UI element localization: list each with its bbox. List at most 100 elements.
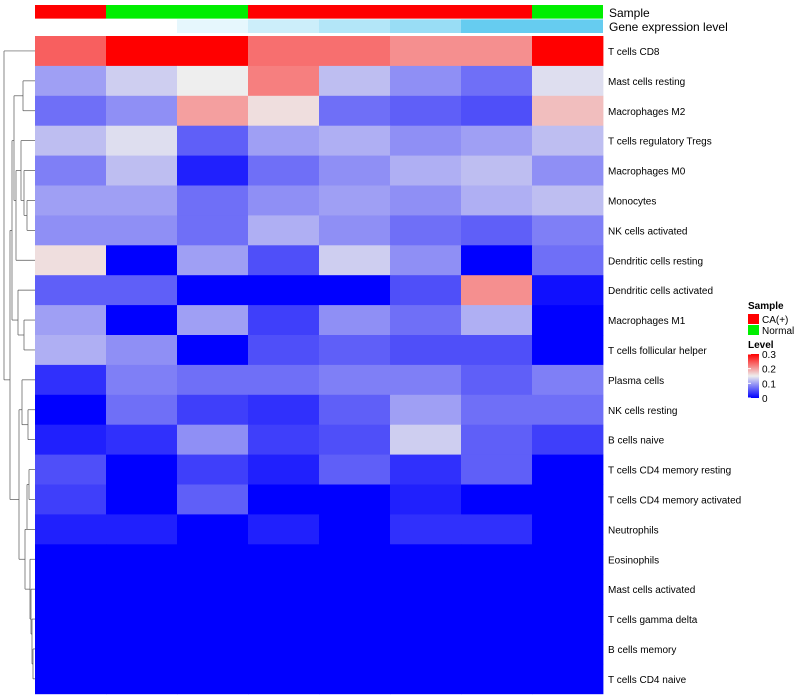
heatmap-cell [390,155,462,186]
sample-annotation-cell [319,5,390,19]
row-label: T cells CD8 [608,47,660,58]
gene-expression-track-label: Gene expression level [609,20,728,34]
heatmap-cell [461,275,533,306]
heatmap-cell [461,65,533,97]
heatmap-cell [248,454,320,485]
heatmap-cell [461,604,533,635]
heatmap-cell [390,484,462,515]
heatmap-cell [35,484,107,515]
row-label: T cells follicular helper [608,346,707,357]
heatmap-cell [319,185,391,216]
row-label: Eosinophils [608,555,659,566]
heatmap-cell [532,484,604,515]
heatmap-cell [177,604,249,635]
row-label: Dendritic cells activated [608,286,713,297]
heatmap-cell [532,155,604,186]
heatmap-cell [390,305,462,336]
heatmap-cell [461,215,533,246]
heatmap-cell [248,394,320,426]
heatmap-cell [461,335,533,366]
sample-track-label: Sample [609,6,650,20]
heatmap-cell [248,424,320,455]
gene-level-annotation-cell [532,19,603,33]
row-label: NK cells resting [608,406,677,417]
heatmap-cell [35,65,107,97]
heatmap-cell [461,634,533,665]
heatmap-cell [106,36,178,67]
heatmap-cell [461,155,533,186]
heatmap-cell [319,36,391,67]
heatmap-cell [390,215,462,246]
heatmap-cell [248,663,320,695]
heatmap-cell [248,245,320,276]
heatmap-cell [532,305,604,336]
heatmap-cell [35,245,107,276]
heatmap-cell [319,663,391,695]
heatmap-cell [248,185,320,216]
row-label: T cells CD4 memory activated [608,495,741,506]
gene-level-annotation-cell [35,19,106,33]
heatmap-cell [390,604,462,635]
heatmap-cell [532,514,604,545]
heatmap-cell [106,663,178,695]
heatmap-cell [390,185,462,216]
row-label: B cells naive [608,436,665,447]
heatmap-cell [177,544,249,575]
heatmap-cell [532,574,604,605]
heatmap-cell [390,394,462,426]
row-label: B cells memory [608,645,676,656]
heatmap-cell [461,95,533,127]
gene-level-annotation-cell [461,19,532,33]
heatmap-cell [248,514,320,545]
level-tick-label: 0 [762,394,768,405]
heatmap-cell [35,424,107,455]
row-label: T cells gamma delta [608,615,698,626]
heatmap-cell [532,275,604,306]
heatmap-cell [248,484,320,515]
heatmap-cell [248,215,320,246]
heatmap-cell [248,604,320,635]
heatmap-cell [532,544,604,575]
heatmap-cell [532,424,604,455]
heatmap-cell [35,36,107,67]
row-label: T cells CD4 memory resting [608,466,731,477]
heatmap-cell [390,663,462,695]
heatmap-cell [390,335,462,366]
sample-legend-label: Normal [762,326,794,337]
heatmap-cell [106,95,178,127]
heatmap-cell [35,335,107,366]
heatmap-cell [35,364,107,396]
heatmap-cell [177,275,249,306]
heatmap-cell [390,514,462,545]
heatmap-cell [532,364,604,396]
row-label: Dendritic cells resting [608,256,703,267]
heatmap-cell [319,394,391,426]
heatmap-cell [106,544,178,575]
heatmap-cell [248,65,320,97]
row-label: Mast cells resting [608,77,685,88]
heatmap-cell [461,454,533,485]
heatmap-cell [35,574,107,605]
heatmap-cell [106,634,178,665]
heatmap-cell [177,335,249,366]
heatmap-cell [319,454,391,485]
heatmap-cell [35,514,107,545]
heatmap-cell [177,36,249,67]
heatmap-cell [177,215,249,246]
heatmap-cell [532,185,604,216]
heatmap-cell [461,394,533,426]
heatmap-cell [461,245,533,276]
row-label: Monocytes [608,196,656,207]
heatmap-cells [35,36,604,695]
heatmap-cell [177,155,249,186]
heatmap-cell [106,574,178,605]
heatmap-cell [248,125,320,156]
heatmap-cell [106,305,178,336]
heatmap-cell [106,484,178,515]
heatmap-cell [532,36,604,67]
heatmap-cell [106,335,178,366]
heatmap-cell [177,514,249,545]
heatmap-cell [390,36,462,67]
column-annotations [35,5,603,33]
